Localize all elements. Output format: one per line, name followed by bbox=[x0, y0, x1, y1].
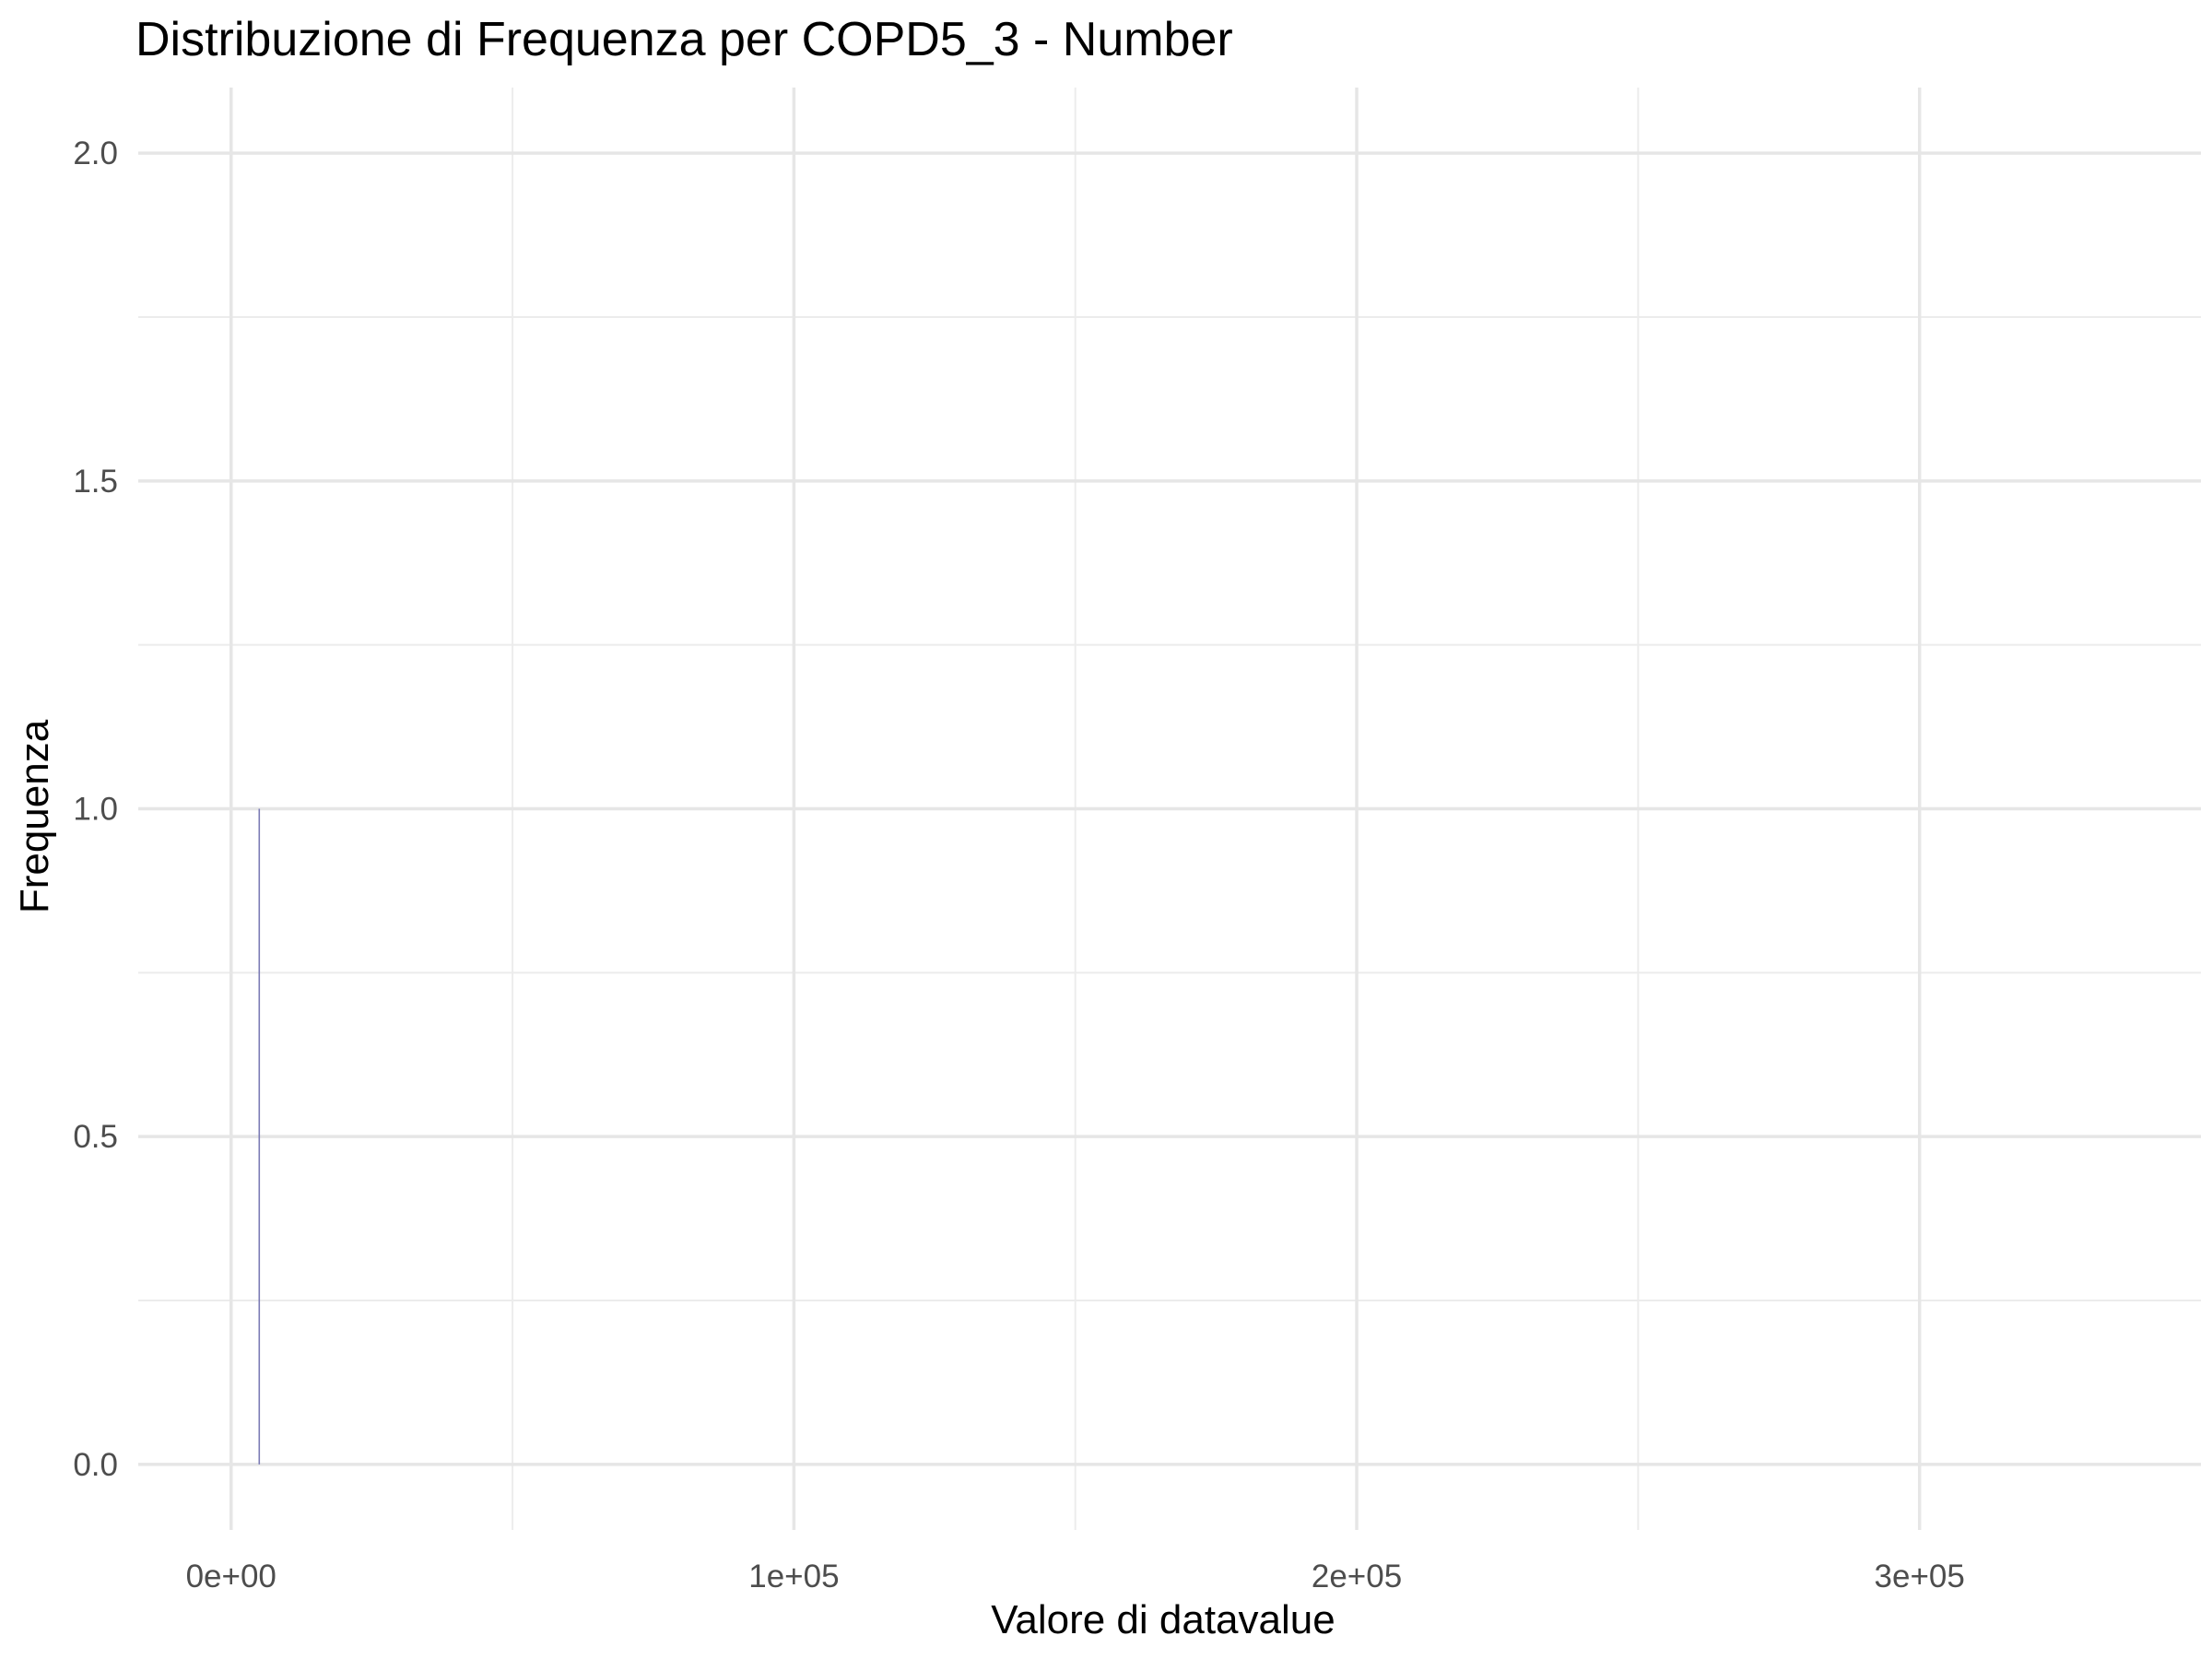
y-axis-title: Frequenza bbox=[12, 719, 57, 913]
y-tick-label: 0.0 bbox=[73, 1447, 118, 1483]
y-tick-label: 1.5 bbox=[73, 464, 118, 500]
y-tick-label: 0.5 bbox=[73, 1119, 118, 1155]
x-axis-ticks: 0e+00 1e+05 2e+05 3e+05 bbox=[186, 1559, 1965, 1594]
x-tick-label: 3e+05 bbox=[1875, 1559, 1965, 1594]
x-tick-label: 2e+05 bbox=[1312, 1559, 1402, 1594]
grid-lines bbox=[138, 88, 2201, 1530]
x-tick-label: 0e+00 bbox=[186, 1559, 276, 1594]
y-tick-label: 2.0 bbox=[73, 135, 118, 171]
x-tick-label: 1e+05 bbox=[748, 1559, 839, 1594]
x-axis-title: Valore di datavalue bbox=[991, 1597, 1335, 1642]
y-tick-label: 1.0 bbox=[73, 792, 118, 828]
y-axis-ticks: 0.0 0.5 1.0 1.5 2.0 bbox=[73, 135, 118, 1483]
chart-title: Distribuzione di Frequenza per COPD5_3 -… bbox=[135, 13, 1233, 66]
